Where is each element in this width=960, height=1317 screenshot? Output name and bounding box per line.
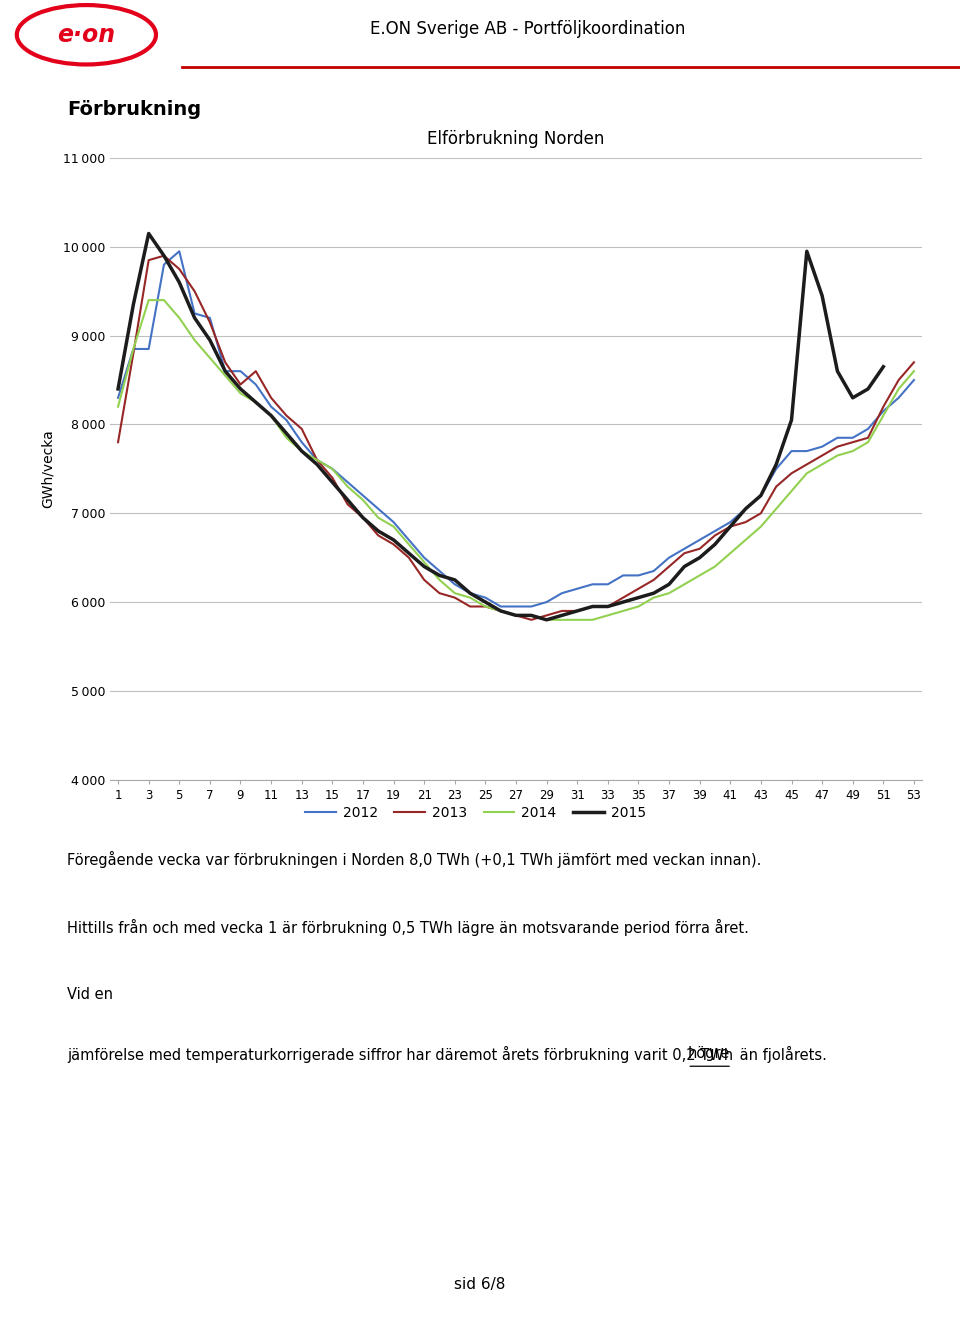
Text: jämförelse med temperaturkorrigerade siffror har däremot årets förbrukning varit: jämförelse med temperaturkorrigerade sif… bbox=[67, 1046, 738, 1063]
Title: Elförbrukning Norden: Elförbrukning Norden bbox=[427, 130, 605, 148]
Text: Förbrukning: Förbrukning bbox=[67, 100, 202, 120]
Y-axis label: GWh/vecka: GWh/vecka bbox=[41, 429, 55, 508]
Ellipse shape bbox=[16, 5, 156, 65]
Text: e·on: e·on bbox=[58, 22, 115, 47]
Text: Föregående vecka var förbrukningen i Norden 8,0 TWh (+0,1 TWh jämfört med veckan: Föregående vecka var förbrukningen i Nor… bbox=[67, 851, 761, 868]
Text: än fjolårets.: än fjolårets. bbox=[734, 1046, 827, 1063]
Text: Hittills från och med vecka 1 är förbrukning 0,5 TWh lägre än motsvarande period: Hittills från och med vecka 1 är förbruk… bbox=[67, 919, 749, 936]
Legend: 2012, 2013, 2014, 2015: 2012, 2013, 2014, 2015 bbox=[300, 801, 651, 826]
Text: Vid en: Vid en bbox=[67, 988, 113, 1002]
Text: E.ON Sverige AB - Portföljkoordination: E.ON Sverige AB - Portföljkoordination bbox=[371, 20, 685, 38]
Text: högre: högre bbox=[687, 1046, 730, 1060]
Text: sid 6/8: sid 6/8 bbox=[454, 1276, 506, 1292]
